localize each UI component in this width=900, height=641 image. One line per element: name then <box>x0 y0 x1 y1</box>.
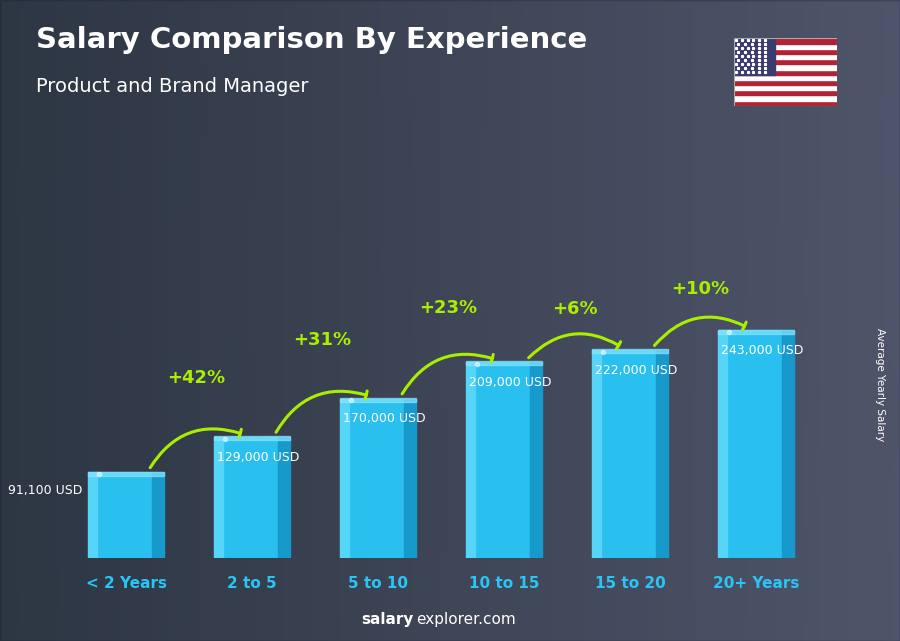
Bar <box>599 350 656 558</box>
Bar <box>404 399 416 558</box>
Text: 243,000 USD: 243,000 USD <box>721 344 803 357</box>
Text: salary: salary <box>362 612 414 627</box>
Bar <box>734 69 837 75</box>
Text: 209,000 USD: 209,000 USD <box>469 376 551 388</box>
Text: explorer.com: explorer.com <box>416 612 516 627</box>
Bar <box>530 362 542 558</box>
Bar <box>734 49 837 54</box>
Text: +10%: +10% <box>671 280 730 298</box>
Bar <box>221 437 278 558</box>
Bar <box>734 64 837 69</box>
Text: 91,100 USD: 91,100 USD <box>7 484 82 497</box>
Bar <box>214 437 290 440</box>
Bar <box>734 101 837 106</box>
Text: 5 to 10: 5 to 10 <box>348 576 408 591</box>
Bar <box>718 330 727 558</box>
Bar <box>340 399 349 558</box>
Text: 170,000 USD: 170,000 USD <box>343 412 426 425</box>
Bar <box>88 472 164 476</box>
Text: 2 to 5: 2 to 5 <box>227 576 277 591</box>
Bar <box>466 362 542 365</box>
Text: 20+ Years: 20+ Years <box>713 576 799 591</box>
Text: 10 to 15: 10 to 15 <box>469 576 539 591</box>
Bar <box>95 472 152 558</box>
Bar <box>725 330 782 558</box>
Bar <box>214 437 223 558</box>
Text: 129,000 USD: 129,000 USD <box>217 451 299 463</box>
Bar <box>718 329 794 333</box>
Bar <box>734 38 837 44</box>
Bar <box>782 330 794 558</box>
Text: +42%: +42% <box>167 369 226 387</box>
Bar <box>152 472 164 558</box>
Bar <box>473 362 530 558</box>
Bar <box>734 59 837 64</box>
Bar <box>347 399 404 558</box>
Bar <box>734 85 837 90</box>
Bar <box>734 44 837 49</box>
Text: +6%: +6% <box>552 300 598 318</box>
Text: +31%: +31% <box>293 331 352 349</box>
Bar <box>340 398 416 402</box>
Bar <box>734 38 775 75</box>
Bar <box>278 437 290 558</box>
Text: 222,000 USD: 222,000 USD <box>595 363 677 376</box>
Bar <box>734 75 837 80</box>
Bar <box>734 54 837 59</box>
Text: < 2 Years: < 2 Years <box>86 576 166 591</box>
Bar <box>734 96 837 101</box>
Text: Salary Comparison By Experience: Salary Comparison By Experience <box>36 26 587 54</box>
Bar <box>592 349 668 353</box>
Bar <box>734 90 837 96</box>
Bar <box>592 350 601 558</box>
Bar <box>656 350 668 558</box>
Bar <box>734 80 837 85</box>
Text: Average Yearly Salary: Average Yearly Salary <box>875 328 886 441</box>
Text: +23%: +23% <box>419 299 478 317</box>
Text: Product and Brand Manager: Product and Brand Manager <box>36 77 309 96</box>
Bar <box>466 362 475 558</box>
Bar <box>88 472 97 558</box>
Text: 15 to 20: 15 to 20 <box>595 576 665 591</box>
